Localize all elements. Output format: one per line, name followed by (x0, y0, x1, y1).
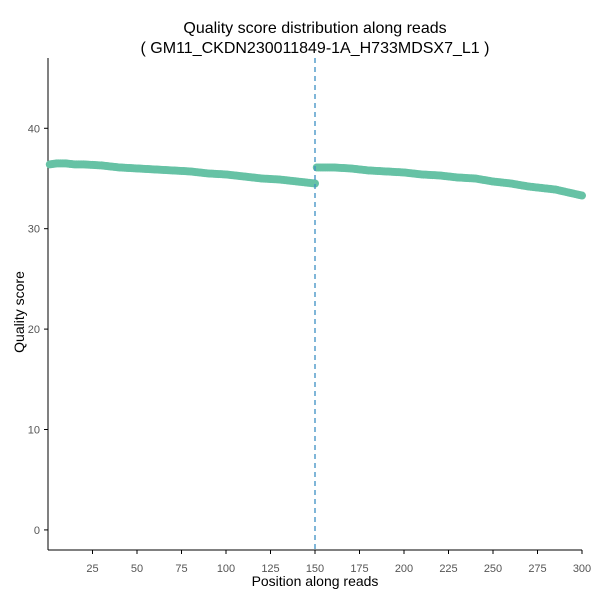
y-axis-ticks: 0 10 20 30 40 (28, 123, 48, 537)
chart-title: Quality score distribution along reads (183, 20, 446, 37)
x-tick-label: 250 (484, 563, 502, 575)
x-tick-label: 100 (217, 563, 235, 575)
x-tick-label: 25 (86, 563, 98, 575)
y-tick-label: 0 (34, 525, 40, 537)
x-tick-label: 175 (350, 563, 368, 575)
x-tick-label: 50 (131, 563, 143, 575)
y-tick-label: 40 (28, 123, 40, 135)
y-tick-label: 20 (28, 324, 40, 336)
x-tick-label: 200 (395, 563, 413, 575)
x-tick-label: 300 (573, 563, 591, 575)
x-axis-ticks: 25 50 75 100 125 150 175 200 225 250 275 300 (86, 550, 591, 575)
x-tick-label: 275 (528, 563, 546, 575)
x-tick-label: 75 (175, 563, 187, 575)
chart-subtitle: ( GM11_CKDN230011849-1A_H733MDSX7_L1 ) (141, 40, 490, 57)
y-tick-label: 30 (28, 224, 40, 236)
data-points (45, 159, 586, 200)
x-tick-label: 225 (439, 563, 457, 575)
data-point (311, 179, 319, 188)
x-axis-label: Position along reads (252, 573, 379, 589)
y-tick-label: 10 (28, 425, 40, 437)
x-tick-label: 150 (306, 563, 324, 575)
data-point (578, 191, 586, 200)
x-tick-label: 125 (261, 563, 279, 575)
y-axis-label: Quality score (11, 271, 27, 353)
